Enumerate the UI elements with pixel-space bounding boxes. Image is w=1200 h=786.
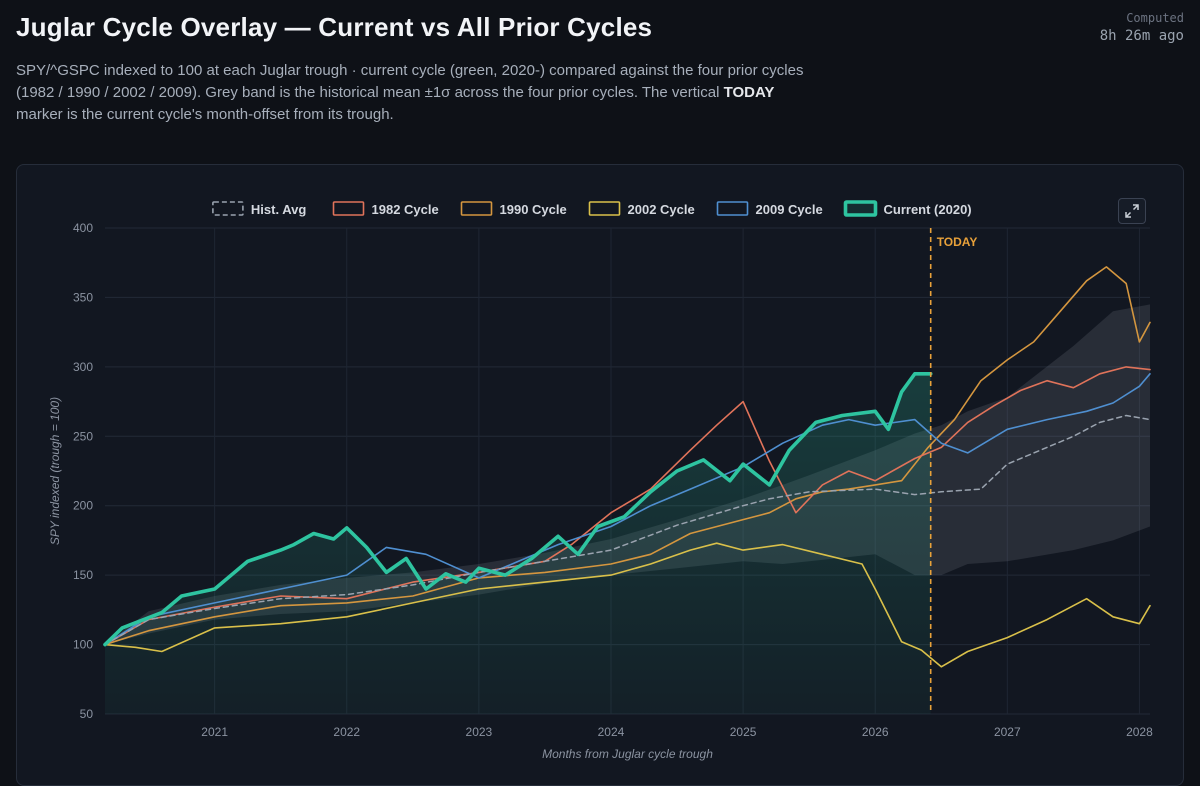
y-tick-label: 150 xyxy=(73,568,93,582)
x-tick-label: 2027 xyxy=(994,725,1021,739)
computed-status: Computed 8h 26m ago xyxy=(1100,10,1184,46)
computed-timestamp: 8h 26m ago xyxy=(1099,28,1184,44)
legend-item: 1982 Cycle xyxy=(332,201,439,217)
legend-label: 2009 Cycle xyxy=(756,202,823,217)
x-tick-label: 2021 xyxy=(201,725,228,739)
legend-item: 2009 Cycle xyxy=(716,201,823,217)
legend-item: Current (2020) xyxy=(843,200,972,217)
description-text-1: SPY/^GSPC indexed to 100 at each Juglar … xyxy=(16,62,804,101)
x-tick-label: 2023 xyxy=(466,725,493,739)
legend-item: Hist. Avg xyxy=(212,201,306,217)
legend-label: Current (2020) xyxy=(884,202,972,217)
description-text-2: marker is the current cycle's month-offs… xyxy=(16,106,394,123)
x-tick-label: 2028 xyxy=(1126,725,1153,739)
legend-label: Hist. Avg xyxy=(251,202,306,217)
legend-swatch xyxy=(212,201,244,216)
page-title: Juglar Cycle Overlay — Current vs All Pr… xyxy=(16,12,653,42)
expand-icon xyxy=(1125,204,1139,218)
legend-swatch xyxy=(588,201,621,216)
legend-label: 1990 Cycle xyxy=(500,202,567,217)
series-line-c1982 xyxy=(104,366,1151,646)
legend-item: 1990 Cycle xyxy=(460,201,567,217)
y-tick-label: 50 xyxy=(80,707,94,721)
legend-label: 1982 Cycle xyxy=(372,202,439,217)
y-tick-label: 400 xyxy=(73,221,93,235)
y-axis-title: SPY indexed (trough = 100) xyxy=(48,397,62,545)
chart-description: SPY/^GSPC indexed to 100 at each Juglar … xyxy=(16,60,816,126)
series-line-hist-avg xyxy=(104,414,1151,646)
expand-button[interactable] xyxy=(1118,198,1146,224)
legend-swatch xyxy=(332,201,365,216)
y-tick-label: 100 xyxy=(73,638,93,652)
x-tick-label: 2022 xyxy=(333,725,360,739)
y-tick-label: 250 xyxy=(73,429,93,443)
x-tick-label: 2026 xyxy=(862,725,889,739)
description-today-keyword: TODAY xyxy=(723,84,775,101)
legend-item: 2002 Cycle xyxy=(588,201,695,217)
legend-label: 2002 Cycle xyxy=(628,202,695,217)
y-tick-label: 350 xyxy=(73,290,93,304)
x-tick-label: 2024 xyxy=(598,725,625,739)
legend-swatch xyxy=(843,200,878,217)
y-tick-label: 300 xyxy=(73,360,93,374)
today-marker-label: TODAY xyxy=(937,235,978,249)
computed-label: Computed xyxy=(1126,11,1184,25)
x-axis-title: Months from Juglar cycle trough xyxy=(542,747,713,761)
current-cycle-area xyxy=(105,373,931,714)
x-tick-label: 2025 xyxy=(730,725,757,739)
y-tick-label: 200 xyxy=(73,499,93,513)
series-line-c2002 xyxy=(104,542,1151,668)
legend-swatch xyxy=(460,201,493,216)
legend-swatch xyxy=(716,201,749,216)
series-line-current xyxy=(103,372,933,647)
